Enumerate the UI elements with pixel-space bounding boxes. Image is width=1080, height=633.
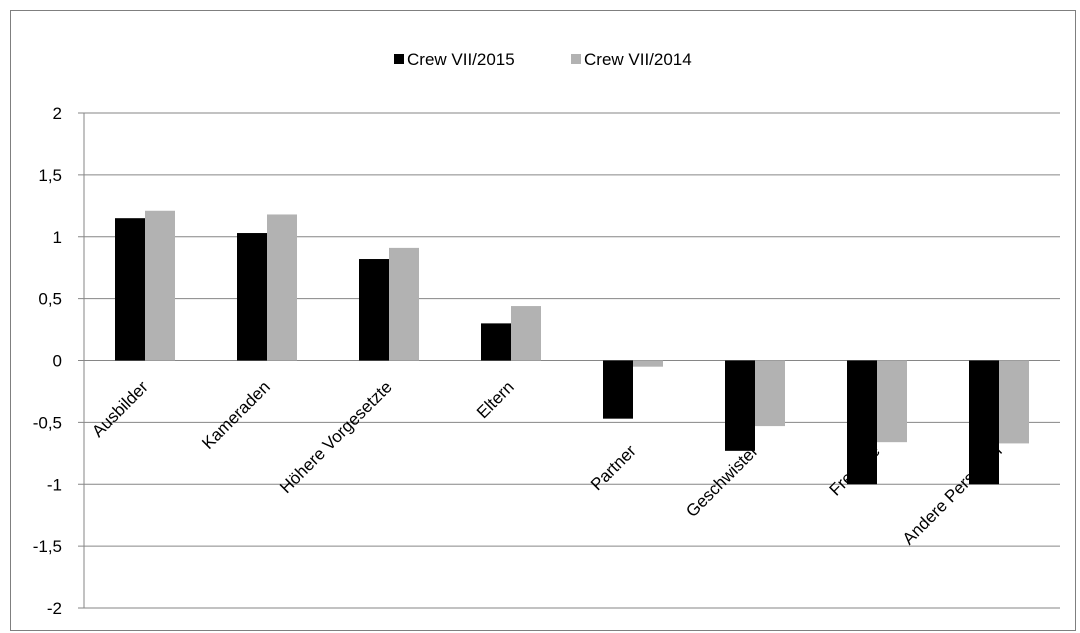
legend-label-series-1: Crew VII/2015 xyxy=(407,50,515,69)
bar-series-2-3 xyxy=(511,306,541,361)
bar-series-1-5 xyxy=(725,360,755,451)
bar-series-2-1 xyxy=(267,214,297,361)
x-category-label: Partner xyxy=(587,441,640,494)
bar-series-1-6 xyxy=(847,360,877,485)
y-tick-label: 0,5 xyxy=(38,290,62,309)
y-tick-label: -0,5 xyxy=(33,413,62,432)
y-tick-label: 2 xyxy=(53,104,62,123)
x-category-label: Eltern xyxy=(473,377,518,422)
legend: Crew VII/2015 Crew VII/2014 xyxy=(394,50,692,69)
bar-series-2-7 xyxy=(999,360,1029,444)
y-tick-label: -1 xyxy=(47,475,62,494)
legend-swatch-series-2 xyxy=(571,54,581,64)
bar-series-2-6 xyxy=(877,360,907,443)
bar-series-1-0 xyxy=(115,218,145,361)
y-tick-label: 0 xyxy=(53,352,62,371)
y-tick-label: -1,5 xyxy=(33,537,62,556)
bar-series-1-4 xyxy=(603,360,633,419)
legend-label-series-2: Crew VII/2014 xyxy=(584,50,692,69)
bar-series-2-2 xyxy=(389,247,419,361)
x-category-label: Geschwister xyxy=(682,441,762,521)
x-category-label: Kameraden xyxy=(198,377,274,453)
y-tick-label: -2 xyxy=(47,599,62,618)
y-tick-label: 1,5 xyxy=(38,166,62,185)
bar-series-2-5 xyxy=(755,360,785,427)
bar-series-2-4 xyxy=(633,360,663,367)
y-axis-tick-labels: 2 1,5 1 0,5 0 -0,5 -1 -1,5 -2 xyxy=(33,104,62,618)
y-tick-label: 1 xyxy=(53,228,62,247)
bars xyxy=(115,210,1029,485)
bar-series-1-1 xyxy=(237,233,267,361)
legend-swatch-series-1 xyxy=(394,54,404,64)
bar-series-1-2 xyxy=(359,259,389,361)
bar-series-2-0 xyxy=(145,210,175,361)
x-category-label: Ausbilder xyxy=(88,377,152,441)
bar-series-1-3 xyxy=(481,323,511,361)
x-category-label: Höhere Vorgesetzte xyxy=(276,377,396,497)
bar-series-1-7 xyxy=(969,360,999,485)
x-category-label: Andere Personen xyxy=(899,441,1006,548)
